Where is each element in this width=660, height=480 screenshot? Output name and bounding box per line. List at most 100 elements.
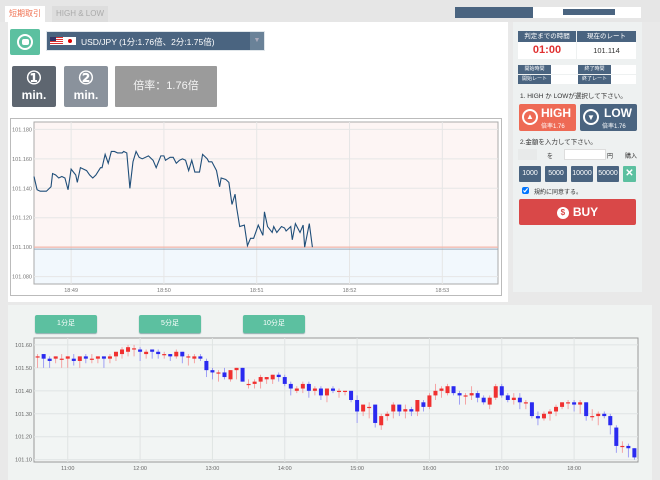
candle-body: [306, 383, 311, 391]
arrow-up-circle-icon: ▲: [522, 109, 538, 125]
clear-amount-button[interactable]: ✕: [623, 166, 636, 182]
x-tick-label: 18:52: [343, 288, 357, 294]
duration-1min-button[interactable]: ① min.: [12, 66, 56, 107]
candle-body: [156, 351, 161, 355]
candle-body: [144, 351, 149, 355]
candle-body: [126, 347, 131, 352]
currency-pair-select[interactable]: USD/JPY (1分:1.76倍、2分:1.75倍) ▼: [46, 31, 265, 51]
agree-checkbox[interactable]: [522, 187, 529, 194]
candle-body: [355, 400, 360, 412]
plot-border: [33, 337, 639, 463]
y-tick-label: 101.080: [12, 275, 32, 281]
y-tick-label: 101.120: [12, 216, 32, 222]
candle-body: [409, 409, 414, 412]
candle-body: [439, 388, 444, 391]
candle-body: [457, 393, 462, 396]
step1-instruction: 1. HIGH か LOWが選択して下さい。: [520, 93, 627, 100]
candle-body: [77, 356, 82, 361]
candle-body: [560, 402, 565, 407]
amount-50000-button[interactable]: 50000: [597, 166, 619, 182]
candle-1min-button[interactable]: 1分足: [35, 315, 97, 333]
end-rate-value: [611, 75, 636, 84]
candle-body: [186, 356, 191, 358]
candle-5min-button[interactable]: 5分足: [139, 315, 201, 333]
y-tick-label: 101.180: [12, 127, 32, 133]
duration-unit: min.: [73, 88, 99, 102]
coin-icon: [17, 34, 33, 50]
y-tick-label: 101.40: [15, 389, 32, 395]
amount-10000-button[interactable]: 10000: [571, 166, 593, 182]
x-tick-label: 18:53: [435, 288, 449, 294]
buy-label: BUY: [572, 205, 599, 219]
plot-border: [33, 121, 499, 285]
current-rate: 101.114: [577, 42, 636, 59]
x-tick-label: 11:00: [61, 466, 74, 472]
buy-button[interactable]: $ BUY: [519, 199, 636, 225]
candle-body: [349, 390, 354, 400]
candle-body: [101, 356, 106, 359]
candle-body: [343, 390, 348, 393]
y-tick-label: 101.160: [12, 157, 32, 163]
top-right-tab-active[interactable]: [455, 7, 533, 18]
agree-label: 規約に同意する。: [534, 190, 583, 196]
candle-body: [282, 377, 287, 384]
candle-body: [427, 395, 432, 407]
candle-body: [65, 356, 70, 359]
candle-10min-button[interactable]: 10分足: [243, 315, 305, 333]
tab-high-low[interactable]: HIGH & LOW: [52, 6, 108, 22]
candle-body: [240, 367, 245, 382]
candle-body: [204, 360, 209, 371]
candle-body: [210, 370, 215, 373]
candle-body: [614, 427, 619, 446]
top-right-tab[interactable]: [563, 9, 615, 15]
current-rate-header: 現在のレート: [577, 31, 636, 42]
currency-icon-button[interactable]: [10, 29, 40, 55]
step2-instruction: 2.金額を入力して下さい。: [520, 139, 597, 146]
candle-body: [481, 397, 486, 403]
amount-1000-button[interactable]: 1000: [519, 166, 541, 182]
low-label: LOW: [604, 106, 632, 120]
low-zone: [34, 247, 498, 284]
candle-body: [113, 351, 118, 357]
candle-body: [415, 400, 420, 412]
candle-body: [547, 411, 552, 414]
currency-pair-label: USD/JPY (1分:1.76倍、2分:1.75倍): [81, 37, 215, 47]
high-button[interactable]: ▲ HIGH 倍率1.76: [519, 104, 576, 131]
wo-label: を: [547, 154, 554, 160]
low-button[interactable]: ▼ LOW 倍率1.76: [580, 104, 637, 131]
duration-2min-button[interactable]: ② min.: [64, 66, 108, 107]
x-tick-label: 15:00: [350, 466, 364, 472]
duration-number: ②: [77, 68, 95, 88]
candle-body: [89, 358, 94, 360]
candle-body: [517, 397, 522, 403]
candle-body: [535, 416, 540, 419]
candle-body: [318, 388, 323, 396]
candle-body: [523, 402, 528, 404]
candle-body: [83, 356, 88, 359]
candle-body: [487, 397, 492, 405]
x-tick-label: 18:00: [567, 466, 581, 472]
amount-input[interactable]: [564, 149, 606, 160]
candle-body: [373, 404, 378, 423]
chevron-down-icon: ▼: [250, 32, 264, 50]
candle-body: [198, 356, 203, 359]
candle-body: [608, 416, 613, 426]
candle-body: [511, 397, 516, 400]
candle-body: [252, 381, 257, 384]
x-tick-label: 18:50: [157, 288, 171, 294]
candle-body: [554, 406, 559, 412]
candle-body: [445, 386, 450, 394]
amount-5000-button[interactable]: 5000: [545, 166, 567, 182]
candle-body: [222, 372, 227, 378]
candle-body: [337, 390, 342, 393]
yen-label: 円: [607, 154, 614, 160]
y-tick-label: 101.60: [15, 343, 32, 349]
y-tick-label: 101.140: [12, 186, 32, 192]
candle-body: [95, 356, 100, 359]
tab-short-term[interactable]: 短期取引: [5, 6, 45, 22]
candle-body: [421, 402, 426, 407]
amount-prefix-box: [518, 149, 537, 160]
candle-body: [469, 393, 474, 396]
close-icon: ✕: [625, 168, 634, 179]
candle-body: [572, 402, 577, 405]
